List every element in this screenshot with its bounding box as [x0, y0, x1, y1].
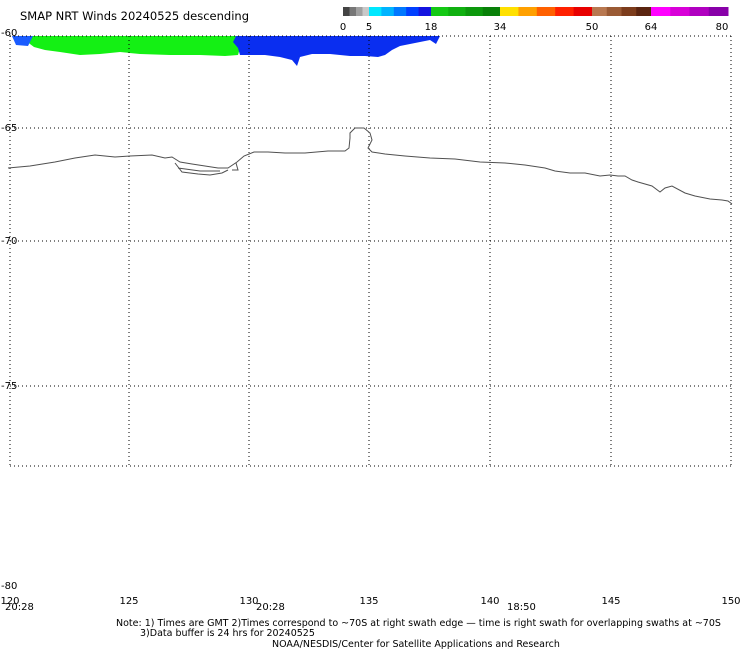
colorbar-swatch	[343, 7, 350, 16]
colorbar-tick-34: 34	[494, 22, 507, 33]
wind-swath	[12, 36, 440, 66]
colorbar-swatch	[381, 7, 395, 16]
map-gridlines	[9, 35, 732, 467]
wind-speed-colorbar	[343, 7, 729, 16]
latitude-labels: -60 -65 -70 -75 -80	[1, 28, 17, 592]
colorbar-swatch	[573, 7, 593, 16]
colorbar-tick-0: 0	[340, 22, 346, 33]
lat-label: -70	[1, 236, 17, 247]
colorbar-tick-64: 64	[645, 22, 658, 33]
colorbar-swatch	[555, 7, 575, 16]
colorbar-swatch	[406, 7, 420, 16]
colorbar-swatch	[356, 7, 363, 16]
colorbar-swatch	[606, 7, 622, 16]
swath-time: 20:28	[256, 602, 285, 613]
colorbar-tick-80: 80	[716, 22, 729, 33]
swath-blue-region	[233, 36, 440, 66]
colorbar-swatch	[369, 7, 382, 16]
longitude-labels: 120 125 130 135 140 145 150	[0, 596, 740, 607]
colorbar-swatch	[670, 7, 690, 16]
colorbar-swatch	[465, 7, 484, 16]
lon-label: 125	[119, 596, 138, 607]
credit-line: NOAA/NESDIS/Center for Satellite Applica…	[272, 639, 560, 650]
colorbar-swatch	[536, 7, 556, 16]
colorbar-tick-5: 5	[366, 22, 372, 33]
colorbar-swatch	[621, 7, 637, 16]
colorbar-swatch	[448, 7, 466, 16]
colorbar-swatch	[708, 7, 729, 16]
note-line-1: Note: 1) Times are GMT 2)Times correspon…	[116, 618, 721, 629]
colorbar-swatch	[393, 7, 407, 16]
lon-label: 135	[359, 596, 378, 607]
colorbar-swatch	[482, 7, 501, 16]
swath-time: 20:28	[5, 602, 34, 613]
colorbar-swatch	[518, 7, 538, 16]
colorbar-swatch	[500, 7, 519, 16]
colorbar-tick-labels: 0 5 18 34 50 64 80	[340, 22, 729, 33]
lat-label: -80	[1, 581, 17, 592]
coastline	[7, 127, 733, 205]
swath-time: 18:50	[507, 602, 536, 613]
colorbar-tick-50: 50	[586, 22, 599, 33]
lon-label: 145	[601, 596, 620, 607]
note-line-2: 3)Data buffer is 24 hrs for 20240525	[140, 628, 315, 639]
lat-label: -60	[1, 28, 17, 39]
swath-time-labels: 20:28 20:28 18:50	[5, 602, 536, 613]
lon-label: 130	[239, 596, 258, 607]
lon-label: 150	[721, 596, 740, 607]
colorbar-swatch	[362, 7, 370, 16]
colorbar-swatch	[418, 7, 432, 16]
colorbar-swatch	[636, 7, 652, 16]
colorbar-swatch	[689, 7, 710, 16]
colorbar-swatch	[349, 7, 357, 16]
map-title: SMAP NRT Winds 20240525 descending	[20, 9, 249, 23]
colorbar-swatch	[431, 7, 449, 16]
colorbar-tick-18: 18	[425, 22, 438, 33]
lat-label: -65	[1, 123, 17, 134]
lat-label: -75	[1, 381, 17, 392]
lon-label: 140	[480, 596, 499, 607]
swath-green-region	[18, 36, 240, 56]
colorbar-swatch	[651, 7, 671, 16]
lon-label: 120	[0, 596, 19, 607]
colorbar-swatch	[592, 7, 608, 16]
swath-blue-left-edge	[12, 36, 33, 46]
